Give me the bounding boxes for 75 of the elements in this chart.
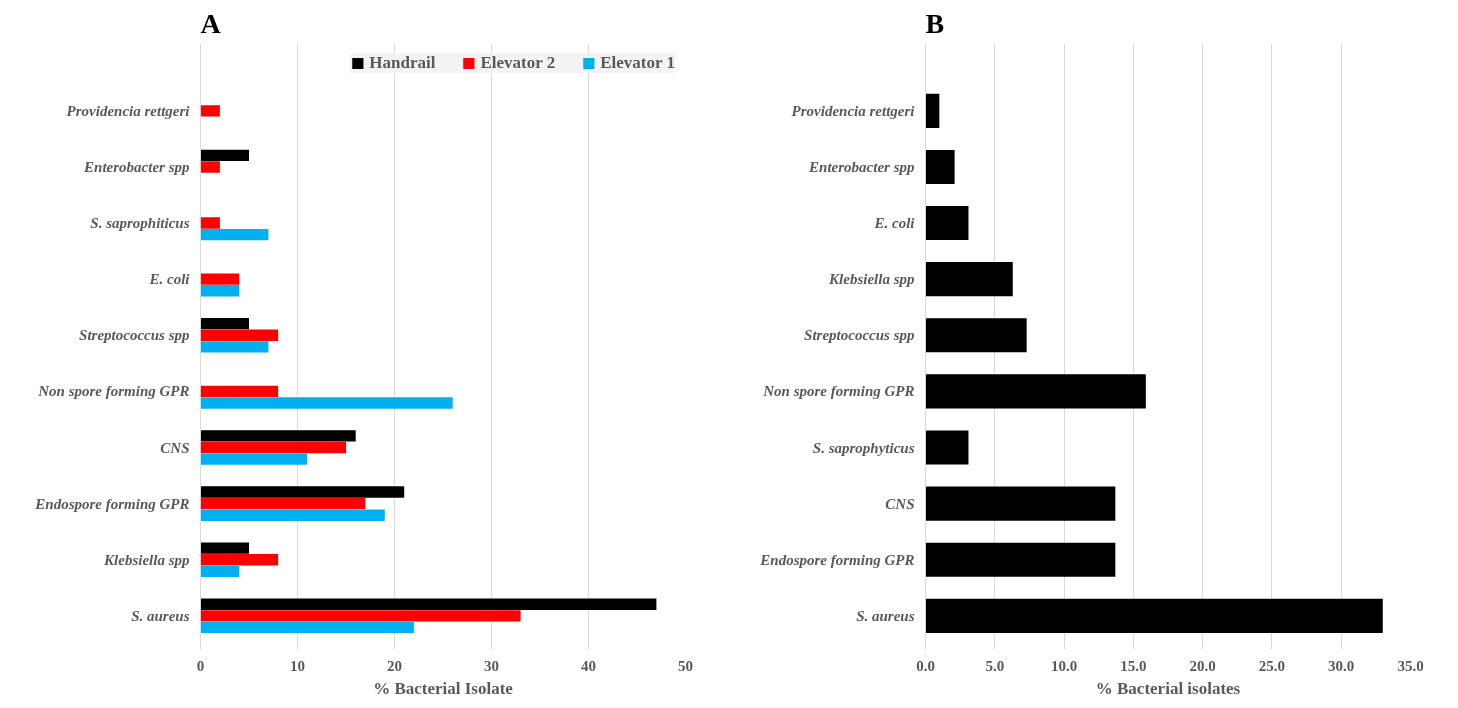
x-tick-label: 20 [387, 657, 402, 674]
bar [200, 385, 279, 398]
x-tick-label: 15.0 [1120, 657, 1147, 674]
x-tick-label: 50 [678, 657, 693, 674]
bar [200, 285, 240, 297]
bar [925, 149, 955, 184]
bar [925, 206, 969, 241]
bar [200, 329, 279, 341]
y-tick-label: Endospore forming GPR [34, 495, 190, 512]
bar [925, 262, 1013, 297]
y-tick-label: S. saprophyticus [812, 439, 915, 456]
x-tick-label: 10.0 [1050, 657, 1078, 674]
bar [200, 598, 657, 610]
y-tick-label: Non spore forming GPR [762, 383, 915, 400]
bar [200, 341, 269, 353]
y-tick-label: Providencia rettgeri [791, 102, 916, 119]
y-tick-label: Enterobacter spp [83, 158, 190, 175]
y-tick-label: S. saprophiticus [90, 215, 190, 232]
y-tick-label: Providencia rettgeri [66, 102, 191, 119]
y-tick-label: Endospore forming GPR [759, 551, 915, 568]
bar [200, 217, 220, 229]
bar [200, 554, 279, 566]
x-tick-label: 30.0 [1328, 657, 1355, 674]
legend-label: Elevator 1 [600, 53, 675, 73]
x-axis-title: % Bacterial isolates [1095, 678, 1241, 698]
y-tick-label: Klebsiella spp [828, 271, 915, 288]
y-tick-label: CNS [160, 439, 190, 456]
y-tick-label: E. coli [873, 215, 916, 232]
x-tick-label: 10 [290, 657, 305, 674]
bar [200, 453, 308, 465]
x-axis-title: % Bacterial Isolate [373, 678, 514, 698]
x-tick-label: 30 [484, 657, 499, 674]
legend-label: Elevator 2 [480, 53, 556, 73]
bar [925, 542, 1116, 577]
bar [200, 509, 385, 521]
y-tick-label: S. aureus [131, 607, 190, 624]
bar [925, 486, 1116, 521]
y-tick-label: CNS [885, 495, 915, 512]
chart-title: A [200, 7, 222, 39]
x-tick-label: 25.0 [1258, 657, 1286, 674]
bar [200, 542, 249, 554]
bar [200, 430, 356, 442]
x-tick-label: 0 [196, 657, 205, 674]
bar [200, 610, 521, 622]
y-tick-label: Klebsiella spp [103, 551, 190, 568]
x-tick-label: 0.0 [916, 657, 935, 674]
bar [925, 598, 1383, 633]
x-tick-label: 5.0 [985, 657, 1005, 674]
y-tick-label: E. coli [148, 271, 191, 288]
bar [200, 565, 240, 577]
y-tick-label: Enterobacter spp [808, 158, 915, 175]
bar [200, 105, 220, 117]
chart-title: B [925, 7, 945, 39]
y-tick-label: Non spore forming GPR [37, 383, 190, 400]
y-tick-label: Streptococcus spp [804, 327, 915, 344]
legend-label: Handrail [369, 53, 436, 73]
bar [925, 318, 1027, 353]
bar [200, 318, 249, 330]
bar [200, 486, 405, 498]
y-tick-label: Streptococcus spp [79, 327, 190, 344]
bar [200, 621, 414, 634]
bar [200, 397, 453, 409]
bar [200, 149, 249, 162]
x-tick-label: 40 [581, 657, 596, 674]
bar [925, 430, 969, 465]
bar [200, 273, 240, 285]
bar [200, 497, 366, 510]
x-tick-label: 35.0 [1397, 657, 1424, 674]
bar [925, 93, 940, 128]
bar [200, 161, 220, 173]
bar [200, 228, 269, 241]
y-tick-label: S. aureus [856, 607, 915, 624]
bar [200, 441, 346, 454]
bar [925, 374, 1146, 409]
x-tick-label: 20.0 [1189, 657, 1216, 674]
